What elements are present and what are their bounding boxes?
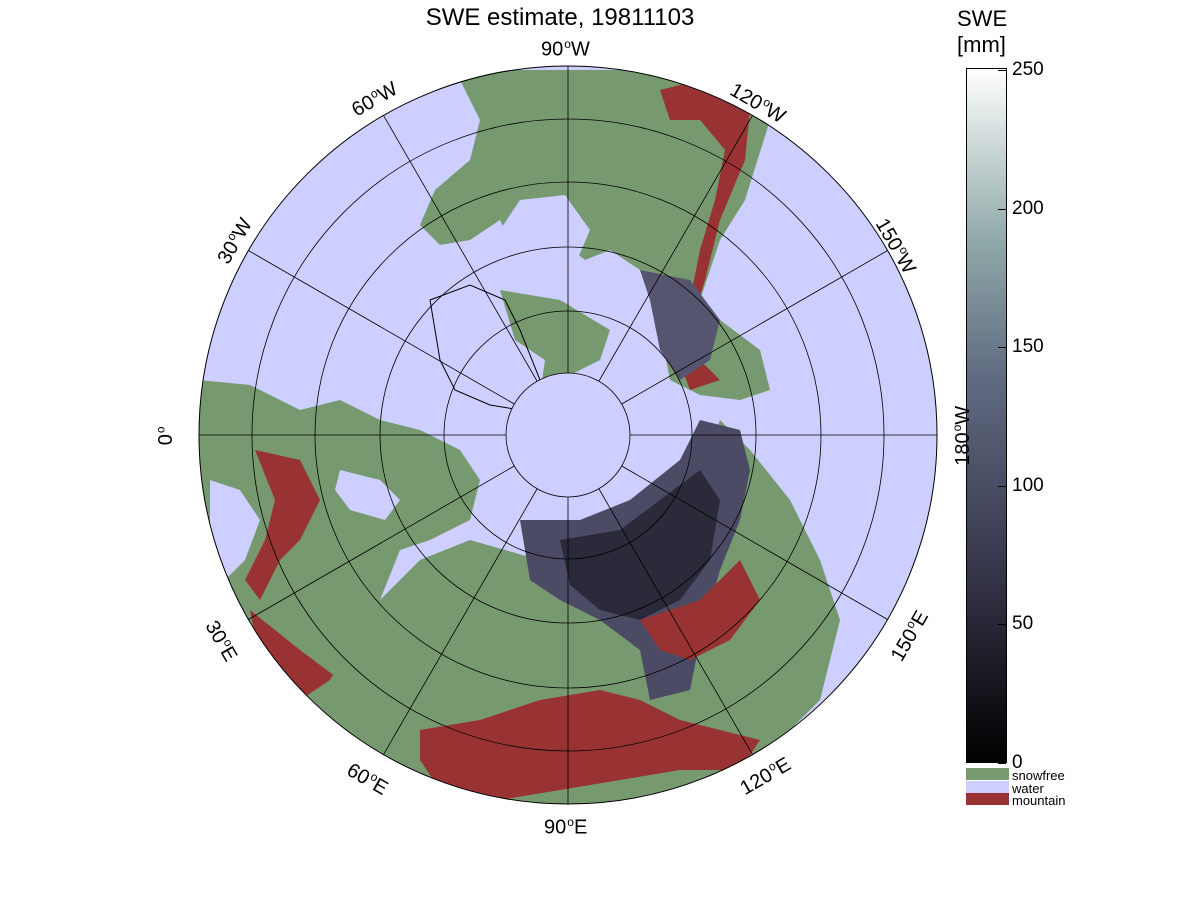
north-america-landmass xyxy=(420,70,770,320)
canadian-archipelago xyxy=(500,290,610,395)
colorbar-tick-mark xyxy=(998,347,1006,349)
colorbar-tick-mark xyxy=(998,70,1006,71)
meridian-lines xyxy=(199,66,937,804)
legend-swatch-mountain xyxy=(966,793,1009,805)
legend-swatch-snowfree xyxy=(966,768,1009,780)
lon-label-0: 0o xyxy=(153,426,178,446)
central-asian-mountains xyxy=(420,690,760,800)
legend-label-water: water xyxy=(1012,781,1044,796)
legend-label-mountain: mountain xyxy=(1012,793,1066,808)
colorbar-tick-label: 250 xyxy=(1012,59,1044,80)
meridian-line xyxy=(621,465,888,620)
scandinavia xyxy=(340,400,470,520)
colorbar-gradient xyxy=(966,68,1007,763)
meridian-line xyxy=(248,250,515,405)
meridian-line xyxy=(598,115,753,382)
colorbar-tick-mark xyxy=(998,485,1006,487)
colorbar-tick-mark xyxy=(998,763,1006,764)
lon-label-90w: 90oW xyxy=(541,37,590,61)
legend-label-snowfree: snowfree xyxy=(1012,768,1065,783)
colorbar-tick-label: 200 xyxy=(1012,197,1044,219)
colorbar-tick-label: 0 xyxy=(1012,752,1023,773)
east-asian-mountains xyxy=(640,560,760,660)
meridian-line xyxy=(621,250,888,405)
polar-cap xyxy=(506,373,630,497)
baltic-sea xyxy=(335,470,400,520)
colorbar-tick-label: 50 xyxy=(1012,613,1034,635)
meridian-line xyxy=(598,488,753,755)
colorbar-title-line1: SWE xyxy=(957,6,1008,31)
meridian-line xyxy=(248,465,515,620)
siberia-snow-deep xyxy=(560,470,720,620)
colorbar-tick-mark xyxy=(998,624,1006,626)
european-mountains xyxy=(245,450,320,600)
rocky-mountains xyxy=(660,80,750,390)
hudson-bay xyxy=(500,195,590,275)
colorbar-tick-label: 100 xyxy=(1012,474,1044,496)
mediterranean-sea xyxy=(210,480,260,580)
legend-swatch-water xyxy=(966,781,1009,793)
colorbar-frame xyxy=(966,68,1007,763)
colorbar-tick-mark xyxy=(998,208,1006,210)
colorbar-title-line2: [mm] xyxy=(957,32,1006,57)
lon-label-90e: 90oE xyxy=(544,815,588,839)
colorbar-title: SWE [mm] xyxy=(957,6,1007,58)
alaska-snow-cover xyxy=(640,270,720,380)
meridian-line xyxy=(383,488,538,755)
meridian-line xyxy=(383,115,538,382)
colorbar-tick-label: 150 xyxy=(1012,336,1044,358)
map-title: SWE estimate, 19811103 xyxy=(425,4,695,31)
